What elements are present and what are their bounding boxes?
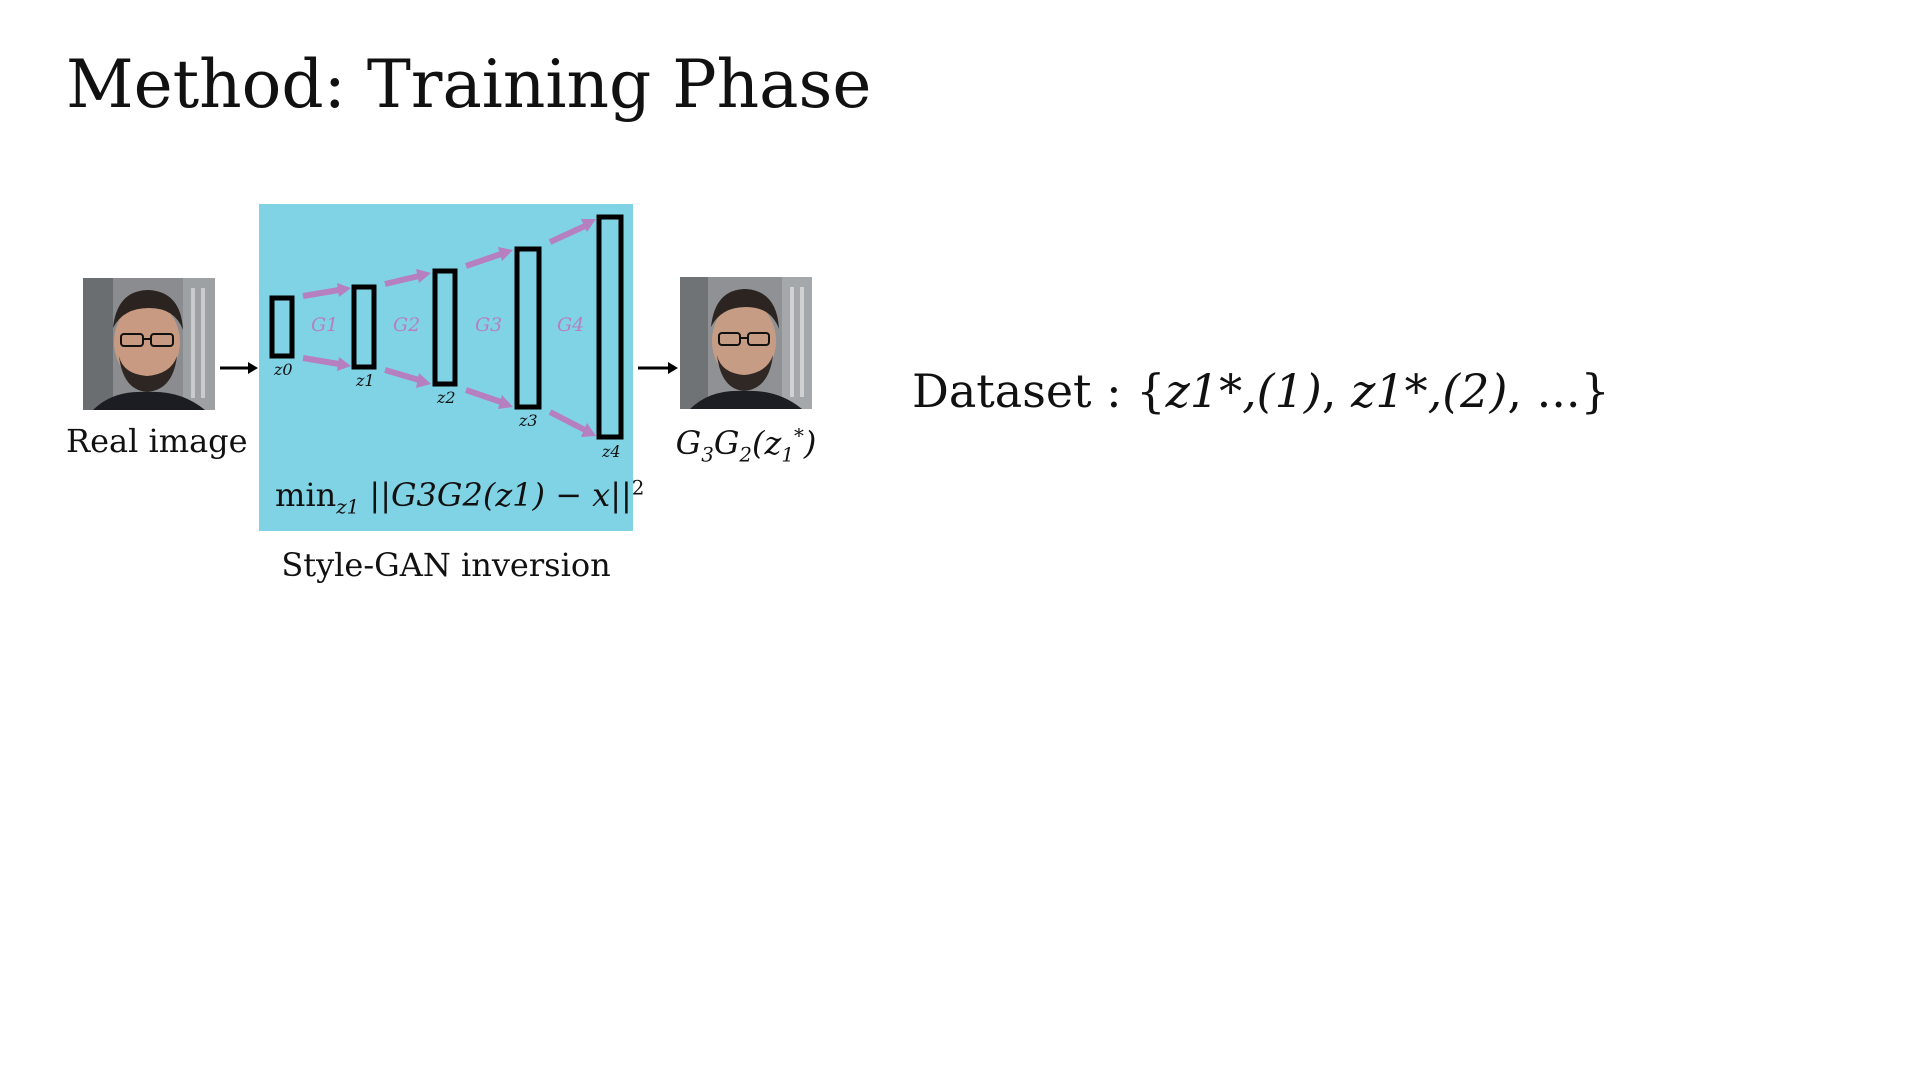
latent-z1-box bbox=[351, 284, 377, 370]
generator-arrows bbox=[302, 219, 596, 437]
output-label-close: ) bbox=[803, 424, 817, 462]
reconstructed-image-label: G3G2(z1*) bbox=[670, 424, 822, 465]
latent-z2-box bbox=[432, 268, 458, 387]
dataset-label: Dataset : bbox=[912, 364, 1137, 418]
generator-pyramid bbox=[269, 214, 624, 440]
slide-title: Method: Training Phase bbox=[66, 46, 872, 123]
latent-label: z4 bbox=[602, 442, 621, 461]
latent-label: z0 bbox=[274, 360, 293, 379]
output-label-sup: * bbox=[793, 424, 804, 448]
real-image-label: Real image bbox=[66, 422, 248, 460]
dataset-expression: Dataset : {z1*,(1), z1*,(2), ...} bbox=[912, 364, 1610, 418]
input-arrow-icon bbox=[220, 362, 258, 374]
reconstructed-face-photo-icon bbox=[680, 277, 812, 409]
output-label-g2: G bbox=[713, 424, 740, 462]
latent-label: z2 bbox=[437, 388, 456, 407]
dataset-ellipsis: ... bbox=[1536, 364, 1581, 418]
loss-min: min bbox=[275, 476, 337, 514]
stylegan-inversion-panel: G1 G2 G3 G4 z0 z1 z2 z3 z4 minz1 ||G3G2(… bbox=[259, 204, 644, 531]
output-label-sub: 2 bbox=[739, 443, 752, 467]
output-label-arg: (z bbox=[752, 424, 782, 462]
generator-label: G2 bbox=[393, 314, 421, 336]
latent-z3-box bbox=[514, 246, 542, 410]
panel-caption: Style-GAN inversion bbox=[281, 546, 611, 584]
reconstructed-image bbox=[680, 277, 812, 409]
latent-z4-box bbox=[596, 214, 624, 440]
latent-label: z3 bbox=[519, 411, 538, 430]
latent-label: z1 bbox=[356, 371, 375, 390]
real-image bbox=[83, 278, 215, 410]
loss-power: 2 bbox=[631, 476, 645, 500]
generator-label: G3 bbox=[475, 314, 503, 336]
output-arrow-icon bbox=[638, 362, 678, 374]
loss-formula: minz1 ||G3G2(z1) − x||2 bbox=[275, 476, 645, 517]
face-photo-icon bbox=[83, 278, 215, 410]
dataset-item: z1*,(2) bbox=[1351, 364, 1508, 418]
latent-z0-box bbox=[269, 295, 295, 359]
generator-label: G1 bbox=[311, 314, 339, 336]
loss-min-subscript: z1 bbox=[336, 495, 360, 519]
output-label-sub: 3 bbox=[701, 443, 714, 467]
generator-label: G4 bbox=[557, 314, 585, 336]
loss-expression: ||G3G2(z1) − x|| bbox=[369, 476, 632, 514]
output-label-sub: 1 bbox=[781, 443, 794, 467]
output-label-g3: G bbox=[675, 424, 702, 462]
dataset-item: z1*,(1) bbox=[1165, 364, 1322, 418]
